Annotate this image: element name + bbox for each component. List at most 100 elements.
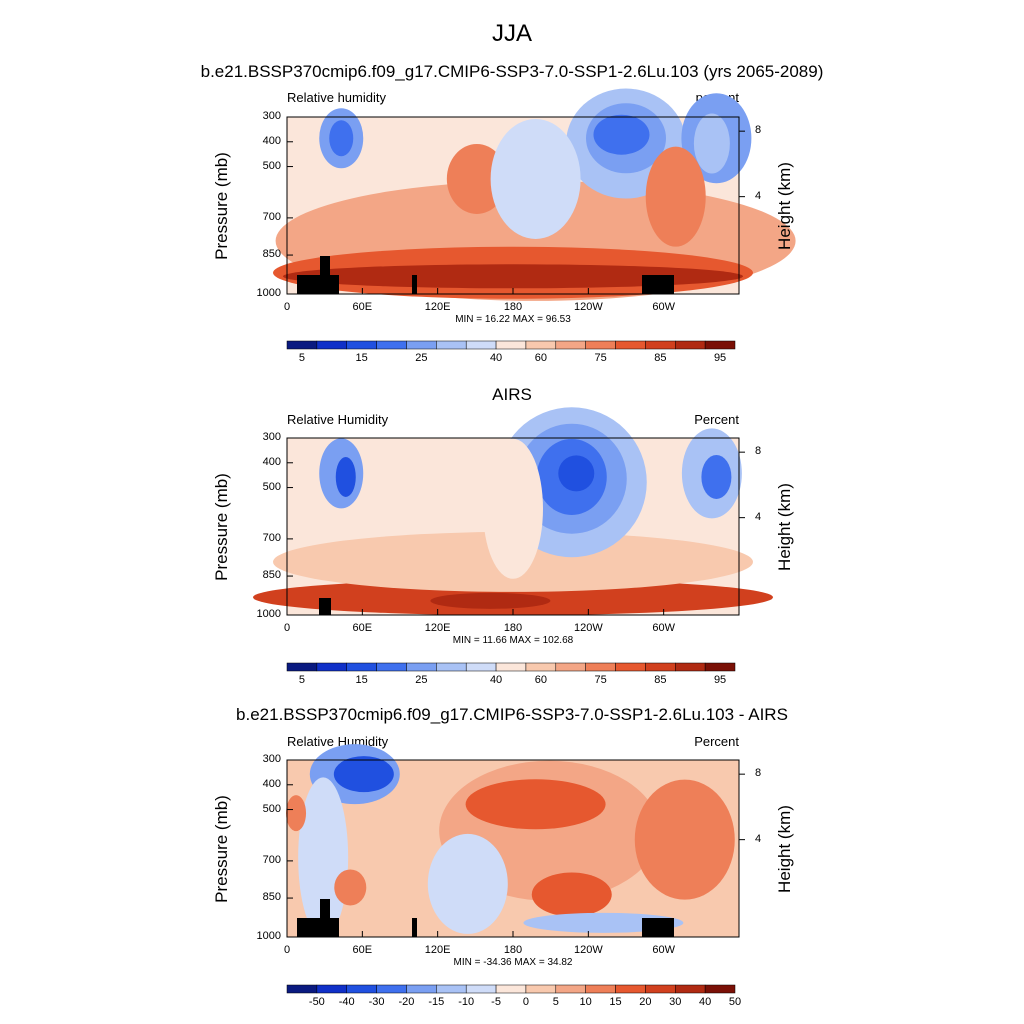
contour-region-2 xyxy=(283,264,743,289)
y-axis-label-right: Height (km) xyxy=(775,161,794,250)
min-max-label: MIN = 16.22 MAX = 96.53 xyxy=(455,314,571,325)
contour-plot xyxy=(253,407,773,616)
colorbar-swatch xyxy=(675,340,706,350)
colorbar-label: -20 xyxy=(398,996,415,1008)
colorbar-label: -50 xyxy=(308,996,325,1008)
colorbar-swatch xyxy=(286,662,318,672)
colorbar-swatch xyxy=(406,984,437,994)
lon-tick-label: 180 xyxy=(503,944,523,956)
contour-region-8 xyxy=(286,795,307,832)
colorbar xyxy=(286,662,736,672)
lon-tick-label: 120W xyxy=(573,301,603,313)
lon-tick-label: 0 xyxy=(283,622,291,634)
topography-mask xyxy=(412,918,417,937)
contour-region-2 xyxy=(531,872,612,917)
colorbar-swatch xyxy=(465,662,497,672)
colorbar-swatch xyxy=(555,662,586,672)
contour-region-6 xyxy=(298,777,349,938)
topography-mask xyxy=(319,598,331,615)
colorbar-swatch xyxy=(346,984,377,994)
contour-region-9 xyxy=(490,118,581,239)
y-axis-label-right: Height (km) xyxy=(775,482,794,571)
colorbar-swatch xyxy=(495,662,527,672)
height-tick-label: 4 xyxy=(755,189,762,202)
colorbar-label: 85 xyxy=(654,352,667,364)
colorbar-swatch xyxy=(436,340,467,350)
lon-tick-label: 0 xyxy=(283,301,291,313)
colorbar-swatch xyxy=(465,984,497,994)
pressure-tick-label: 500 xyxy=(262,802,281,815)
contour-region-1 xyxy=(430,592,551,609)
pressure-tick-label: 850 xyxy=(262,569,281,582)
contour-region-7 xyxy=(427,833,508,934)
lon-tick-label: 120E xyxy=(424,301,451,313)
contour-plot xyxy=(273,88,796,301)
colorbar-label: 30 xyxy=(669,996,682,1008)
colorbar-swatch xyxy=(376,984,407,994)
contour-region-9 xyxy=(334,869,367,906)
lon-tick-label: 60E xyxy=(352,944,373,956)
lon-tick-label: 180 xyxy=(503,301,523,313)
colorbar-swatch xyxy=(645,984,676,994)
lon-tick-label: 180 xyxy=(503,622,523,634)
pressure-tick-label: 1000 xyxy=(256,930,281,942)
contour-region-1 xyxy=(465,779,606,830)
colorbar-swatch xyxy=(346,662,377,672)
left-label: Relative Humidity xyxy=(287,412,389,427)
y-axis-label: Pressure (mb) xyxy=(212,794,231,903)
colorbar-label: 25 xyxy=(415,352,428,364)
pressure-tick-label: 700 xyxy=(262,853,281,866)
contour-region-11 xyxy=(693,113,730,174)
colorbar-label: 60 xyxy=(534,352,547,364)
colorbar-label: -5 xyxy=(491,996,501,1008)
topography-mask xyxy=(320,256,330,294)
colorbar-label: 20 xyxy=(639,996,652,1008)
panel-title: b.e21.BSSP370cmip6.f09_g17.CMIP6-SSP3-7.… xyxy=(200,62,824,81)
colorbar-swatch xyxy=(585,340,616,350)
colorbar xyxy=(286,984,736,994)
colorbar-swatch xyxy=(555,340,586,350)
y-axis-label: Pressure (mb) xyxy=(212,151,231,260)
lon-tick-label: 0 xyxy=(283,944,291,956)
right-label: Percent xyxy=(694,734,739,749)
lon-tick-label: 60E xyxy=(352,622,373,634)
colorbar-label: -30 xyxy=(368,996,385,1008)
pressure-tick-label: 1000 xyxy=(256,608,281,620)
colorbar-label: -15 xyxy=(428,996,445,1008)
main-title: JJA xyxy=(491,20,532,47)
colorbar-label: 40 xyxy=(489,352,503,364)
colorbar-label: 15 xyxy=(355,674,368,686)
pressure-tick-label: 700 xyxy=(262,531,281,544)
colorbar-swatch xyxy=(645,662,676,672)
pressure-tick-label: 500 xyxy=(262,159,281,172)
colorbar-swatch xyxy=(316,662,347,672)
lon-tick-label: 120E xyxy=(424,944,451,956)
colorbar-swatch xyxy=(525,340,557,350)
contour-field xyxy=(273,88,796,301)
colorbar-swatch xyxy=(615,340,646,350)
colorbar-label: 95 xyxy=(713,352,727,364)
colorbar-swatch xyxy=(704,662,736,672)
colorbar-swatch xyxy=(436,984,467,994)
colorbar-swatch xyxy=(316,984,347,994)
topography-mask xyxy=(320,899,330,937)
height-tick-label: 8 xyxy=(755,124,762,137)
colorbar-label: 40 xyxy=(489,674,503,686)
contour-region-11 xyxy=(483,438,543,579)
min-max-label: MIN = -34.36 MAX = 34.82 xyxy=(453,957,573,968)
contour-region-5 xyxy=(333,756,394,793)
colorbar-swatch xyxy=(675,984,706,994)
colorbar-swatch xyxy=(286,984,318,994)
lon-tick-label: 120E xyxy=(424,622,451,634)
contour-region-3 xyxy=(446,143,507,214)
pressure-tick-label: 850 xyxy=(262,891,281,904)
colorbar-swatch xyxy=(376,340,407,350)
contour-region-3 xyxy=(634,779,735,900)
contour-region-6 xyxy=(593,114,650,155)
y-axis-label: Pressure (mb) xyxy=(212,472,231,581)
colorbar-swatch xyxy=(436,662,467,672)
pressure-tick-label: 850 xyxy=(262,248,281,261)
colorbar xyxy=(286,340,736,350)
height-tick-label: 4 xyxy=(755,510,762,523)
height-tick-label: 8 xyxy=(755,445,762,458)
